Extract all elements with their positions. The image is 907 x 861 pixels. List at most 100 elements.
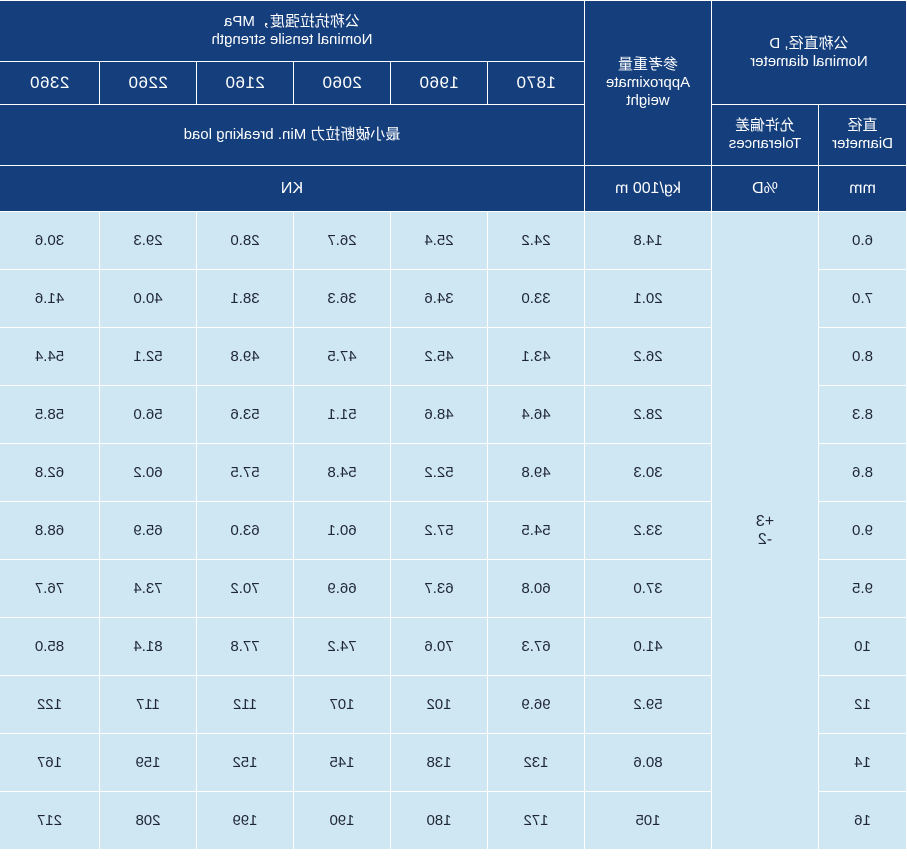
weight-cell: 59.2 [584,675,712,734]
diameter-cell: 14 [818,733,907,792]
breaking-load-cell: 30.6 [0,211,100,270]
tensile-en: Nominal tensile strength [211,31,373,48]
breaking-load-cell: 29.3 [99,211,197,270]
breaking-load-cell: 217 [0,791,100,850]
breaking-load-cell: 58.5 [0,385,100,444]
nominal-diameter-cn: 公称直径, D [769,34,849,52]
diameter-header: 直径 Diameter [818,104,907,166]
breaking-load-cell: 122 [0,675,100,734]
weight-cell: 33.2 [584,501,712,560]
breaking-load-cell: 41.6 [0,269,100,328]
breaking-load-cell: 132 [487,733,585,792]
breaking-load-cell: 57.5 [196,443,294,502]
unit-pct: %D [711,165,819,212]
table-body: 6.0 +3 -2 14.8 24.2 25.4 26.7 28.0 29.3 30.6 7.0 20… [0,211,907,850]
breaking-load-cell: 43.1 [487,327,585,386]
breaking-load-cell: 60.1 [293,501,391,560]
tensile-strength-header: 公称抗拉强度，MPa Nominal tensile strength [0,0,585,62]
tolerance-minus: -2 [757,530,773,548]
breaking-load-cell: 60.2 [99,443,197,502]
breaking-load-cell: 68.8 [0,501,100,560]
breaking-load-cell: 138 [390,733,488,792]
breaking-load-cell: 67.3 [487,617,585,676]
diameter-cell: 7.0 [818,269,907,328]
breaking-load-cell: 74.2 [293,617,391,676]
breaking-load-cell: 73.4 [99,559,197,618]
breaking-load-cell: 56.0 [99,385,197,444]
diameter-cell: 10 [818,617,907,676]
diameter-cell: 12 [818,675,907,734]
nominal-diameter-en: Nominal diameter [750,52,868,70]
weight-en-2: weight [626,92,670,109]
breaking-load-cell: 172 [487,791,585,850]
weight-cell: 30.3 [584,443,712,502]
breaking-load-cell: 54.5 [487,501,585,560]
breaking-load-cell: 40.0 [99,269,197,328]
breaking-load-cell: 45.2 [390,327,488,386]
breaking-load-cell: 199 [196,791,294,850]
strength-2060: 2060 [293,61,391,105]
breaking-load-cell: 49.8 [196,327,294,386]
breaking-load-cell: 66.9 [293,559,391,618]
breaking-load-cell: 208 [99,791,197,850]
breaking-load-cell: 145 [293,733,391,792]
breaking-load-cell: 76.7 [0,559,100,618]
weight-cell: 20.1 [584,269,712,328]
strength-1960: 1960 [390,61,488,105]
breaking-load-cell: 57.2 [390,501,488,560]
weight-en-1: Approximate [605,74,691,91]
tolerance-cell: +3 -2 [711,211,819,850]
breaking-load-cell: 81.4 [99,617,197,676]
weight-cell: 37.0 [584,559,712,618]
weight-cell: 105 [584,791,712,850]
weight-header: 参考重量 Approximate weight [584,0,712,166]
diameter-en: Diameter [832,135,893,152]
breaking-load-cell: 48.6 [390,385,488,444]
breaking-load-cell: 52.2 [390,443,488,502]
breaking-load-cell: 152 [196,733,294,792]
breaking-load-cell: 85.0 [0,617,100,676]
diameter-cell: 8.6 [818,443,907,502]
tolerances-en: Tolerances [728,135,802,152]
weight-cell: 41.0 [584,617,712,676]
nominal-diameter-header: 公称直径, D Nominal diameter [711,0,907,105]
breaking-load-cell: 96.9 [487,675,585,734]
weight-cell: 26.2 [584,327,712,386]
breaking-load-cell: 77.8 [196,617,294,676]
breaking-load-cell: 25.4 [390,211,488,270]
breaking-load-cell: 54.8 [293,443,391,502]
breaking-load-cell: 190 [293,791,391,850]
weight-cell: 28.2 [584,385,712,444]
breaking-load-cell: 24.2 [487,211,585,270]
table-header: 公称直径, D Nominal diameter 参考重量 Approximat… [0,0,907,212]
tolerances-cn: 允许偏差 [734,117,795,134]
breaking-load-cell: 63.7 [390,559,488,618]
diameter-cell: 9.0 [818,501,907,560]
diameter-cell: 9.5 [818,559,907,618]
unit-kn: KN [0,165,585,212]
breaking-load-cell: 34.6 [390,269,488,328]
diameter-cell: 6.0 [818,211,907,270]
strength-2360: 2360 [0,61,100,105]
breaking-load-cell: 36.3 [293,269,391,328]
weight-cell: 80.6 [584,733,712,792]
breaking-load-cell: 60.8 [487,559,585,618]
diameter-cell: 8.3 [818,385,907,444]
strength-1870: 1870 [487,61,585,105]
breaking-load-cell: 38.1 [196,269,294,328]
breaking-load-cell: 47.5 [293,327,391,386]
breaking-load-cell: 52.1 [99,327,197,386]
weight-cn: 参考重量 [617,56,678,73]
breaking-load-cell: 33.0 [487,269,585,328]
breaking-load-cell: 107 [293,675,391,734]
weight-cell: 14.8 [584,211,712,270]
breaking-load-cell: 180 [390,791,488,850]
unit-weight: kg/100 m [584,165,712,212]
breaking-load-cell: 54.4 [0,327,100,386]
diameter-cell: 8.0 [818,327,907,386]
strength-2260: 2260 [99,61,197,105]
unit-mm: mm [818,165,907,212]
breaking-load-cell: 70.6 [390,617,488,676]
